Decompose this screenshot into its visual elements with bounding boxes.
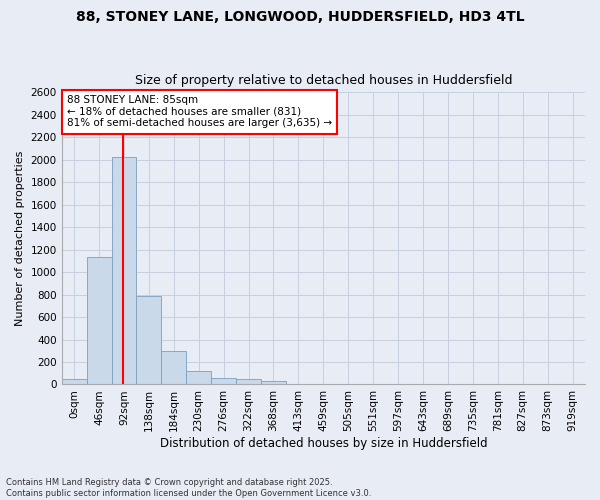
Bar [62, 379, 86, 384]
Text: Contains HM Land Registry data © Crown copyright and database right 2025.
Contai: Contains HM Land Registry data © Crown c… [6, 478, 371, 498]
Bar [112, 158, 136, 384]
Bar [261, 381, 286, 384]
X-axis label: Distribution of detached houses by size in Huddersfield: Distribution of detached houses by size … [160, 437, 487, 450]
Bar [211, 378, 236, 384]
Title: Size of property relative to detached houses in Huddersfield: Size of property relative to detached ho… [134, 74, 512, 87]
Text: 88, STONEY LANE, LONGWOOD, HUDDERSFIELD, HD3 4TL: 88, STONEY LANE, LONGWOOD, HUDDERSFIELD,… [76, 10, 524, 24]
Bar [86, 258, 112, 384]
Bar [186, 371, 211, 384]
Bar [136, 296, 161, 384]
Bar [236, 379, 261, 384]
Y-axis label: Number of detached properties: Number of detached properties [15, 150, 25, 326]
Bar [161, 351, 186, 384]
Text: 88 STONEY LANE: 85sqm
← 18% of detached houses are smaller (831)
81% of semi-det: 88 STONEY LANE: 85sqm ← 18% of detached … [67, 96, 332, 128]
